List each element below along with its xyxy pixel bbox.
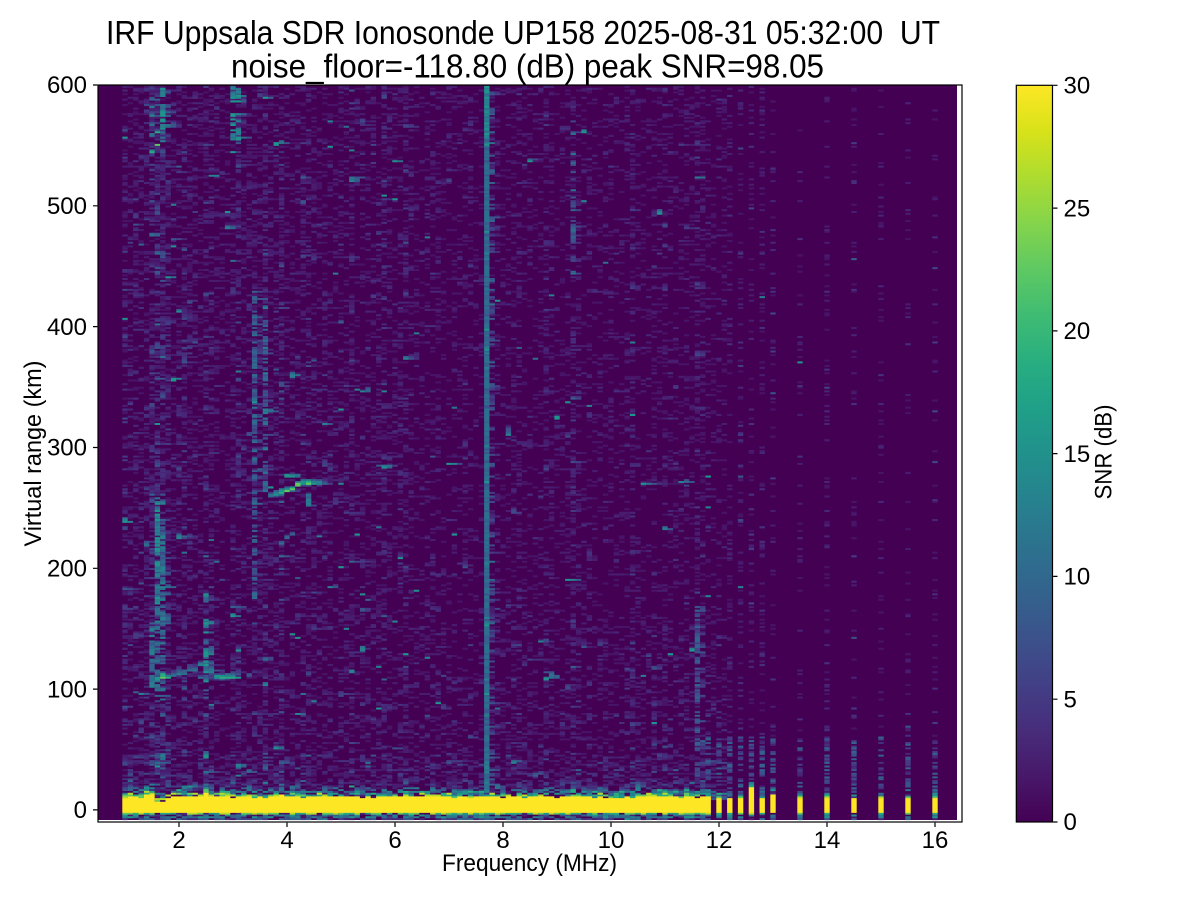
svg-text:8: 8 [496,827,509,854]
svg-text:10: 10 [598,827,625,854]
svg-text:IRF Uppsala SDR Ionosonde UP15: IRF Uppsala SDR Ionosonde UP158 2025-08-… [106,15,940,52]
svg-text:4: 4 [280,827,293,854]
svg-text:noise_floor=-118.80 (dB) peak: noise_floor=-118.80 (dB) peak SNR=98.05 [231,49,824,86]
svg-text:30: 30 [1064,73,1091,100]
svg-text:SNR (dB): SNR (dB) [1091,405,1118,500]
svg-text:14: 14 [814,827,841,854]
svg-text:600: 600 [47,72,87,99]
svg-text:500: 500 [47,193,87,220]
svg-text:0: 0 [1064,809,1077,836]
svg-text:400: 400 [47,314,87,341]
svg-text:Frequency (MHz): Frequency (MHz) [442,850,617,877]
svg-text:0: 0 [74,797,87,824]
svg-text:15: 15 [1064,441,1091,468]
svg-text:2: 2 [172,827,185,854]
svg-text:16: 16 [922,827,949,854]
svg-text:20: 20 [1064,318,1091,345]
svg-text:300: 300 [47,435,87,462]
svg-text:Virtual range (km): Virtual range (km) [20,361,47,547]
svg-text:25: 25 [1064,195,1091,222]
svg-text:100: 100 [47,676,87,703]
svg-text:5: 5 [1064,686,1077,713]
svg-text:6: 6 [388,827,401,854]
svg-text:12: 12 [706,827,733,854]
svg-text:10: 10 [1064,564,1091,591]
svg-text:200: 200 [47,556,87,583]
